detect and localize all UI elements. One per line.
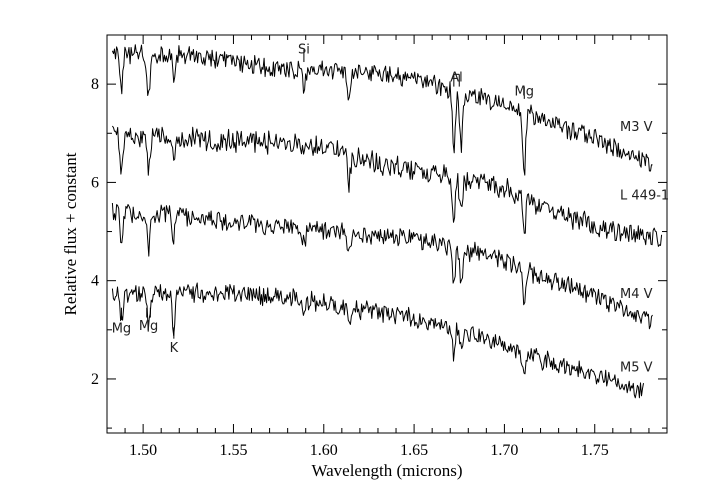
y-tick-label: 4 xyxy=(91,273,99,290)
annotation-label: Mg xyxy=(112,321,131,336)
annotation-label: K xyxy=(170,341,179,356)
y-tick-label: 6 xyxy=(91,174,99,191)
spectrum-line xyxy=(111,282,644,399)
tick-labels: 1.50 1.55 1.60 1.65 1.70 1.75 2 4 6 8 xyxy=(91,76,609,459)
x-tick-label: 1.60 xyxy=(310,442,338,459)
annotation-label: Si xyxy=(298,43,310,58)
x-tick-label: 1.75 xyxy=(581,442,609,459)
series-label: M3 V xyxy=(620,120,653,135)
spectrum-line xyxy=(111,44,653,176)
spectrum-line xyxy=(111,125,663,247)
x-tick-label: 1.70 xyxy=(490,442,518,459)
annotation-label: Mg xyxy=(139,319,158,334)
series-label: M5 V xyxy=(620,361,653,376)
x-tick-label: 1.55 xyxy=(219,442,247,459)
series-label: M4 V xyxy=(620,287,653,302)
plot-frame xyxy=(106,34,668,434)
line-annotations: Si Al Mg Mg Mg K xyxy=(112,43,534,356)
spectra-lines xyxy=(111,44,663,399)
series-label: L 449-1 xyxy=(620,189,669,204)
annotation-label: Al xyxy=(450,71,463,86)
annotation-label: Mg xyxy=(515,84,534,99)
y-tick-label: 2 xyxy=(91,371,99,388)
y-axis-label: Relative flux + constant xyxy=(61,152,80,315)
x-tick-label: 1.65 xyxy=(400,442,428,459)
x-tick-label: 1.50 xyxy=(129,442,157,459)
series-labels: M3 V L 449-1 M4 V M5 V xyxy=(620,120,669,376)
spectrum-line xyxy=(111,202,653,330)
x-axis-label: Wavelength (microns) xyxy=(311,461,462,480)
axis-ticks xyxy=(106,34,668,433)
y-tick-label: 8 xyxy=(91,76,99,93)
